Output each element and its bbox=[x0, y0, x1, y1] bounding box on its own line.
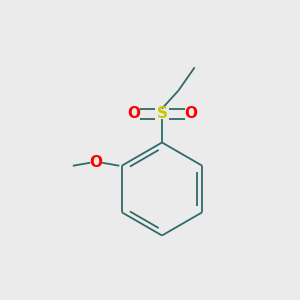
Text: S: S bbox=[157, 106, 167, 122]
Text: O: O bbox=[90, 155, 103, 170]
Text: O: O bbox=[184, 106, 197, 122]
Text: O: O bbox=[127, 106, 140, 122]
